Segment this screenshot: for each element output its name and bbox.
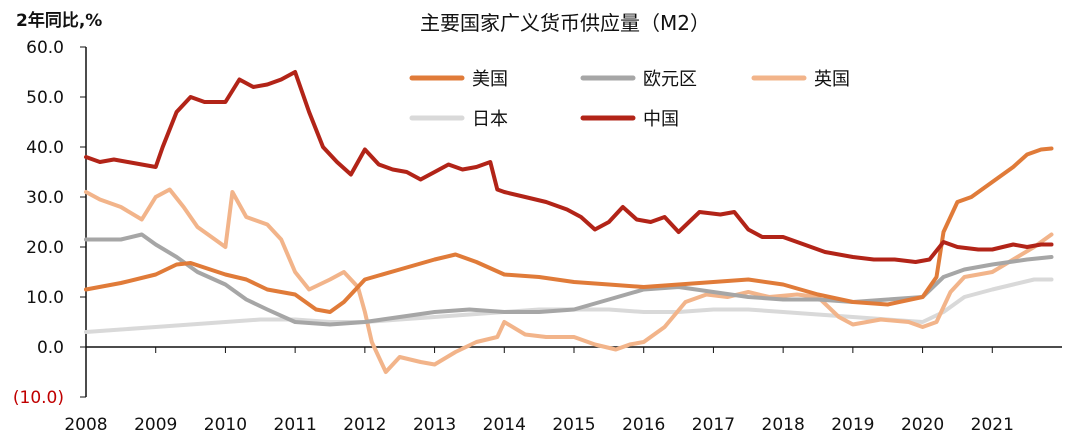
x-tick-label: 2014 — [483, 415, 526, 435]
x-tick-label: 2011 — [274, 415, 317, 435]
japan-m2-line — [84, 277, 1054, 334]
x-tick-label: 2016 — [622, 415, 665, 435]
x-tick-label: 2015 — [552, 415, 595, 435]
x-tick-label: 2009 — [134, 415, 177, 435]
legend-item-china: 中国 — [580, 109, 679, 130]
y-tick-label: 20.0 — [26, 238, 64, 258]
legend-label: 日本 — [472, 109, 508, 130]
x-tick-label: 2018 — [762, 415, 805, 435]
legend-label: 欧元区 — [643, 69, 697, 90]
y-tick-label: 30.0 — [26, 188, 64, 208]
legend-item-euro: 欧元区 — [580, 69, 697, 90]
x-axis-ticks: 2008 2009 2010 2011 2012 2013 2014 2015 2016 2017… — [64, 347, 1014, 435]
y-tick-label: 60.0 — [26, 38, 64, 58]
x-tick-label: 2012 — [343, 415, 386, 435]
y-tick-label: 40.0 — [26, 138, 64, 158]
y-tick-label: 50.0 — [26, 88, 64, 108]
x-tick-label: 2008 — [64, 415, 107, 435]
x-tick-label: 2010 — [204, 415, 247, 435]
china-m2-line — [84, 70, 1054, 264]
chart-title: 主要国家广义货币供应量（M2） — [420, 11, 710, 35]
x-tick-label: 2021 — [971, 415, 1014, 435]
legend-item-uk: 英国 — [751, 69, 850, 90]
legend-item-japan: 日本 — [409, 109, 508, 130]
legend-label: 英国 — [814, 69, 850, 90]
x-tick-label: 2013 — [413, 415, 456, 435]
y-tick-label: (10.0) — [13, 388, 64, 408]
y-axis-ticks: 60.0 50.0 40.0 30.0 20.0 10.0 0.0 (10.0) — [13, 38, 86, 408]
uk-m2-line — [84, 187, 1054, 374]
legend-label: 美国 — [472, 69, 508, 90]
series-lines — [84, 70, 1054, 374]
legend-item-us: 美国 — [409, 69, 508, 90]
y-tick-label: 0.0 — [37, 338, 64, 358]
y-axis-unit-label: 2年同比,% — [16, 10, 102, 31]
us-m2-line — [84, 146, 1054, 314]
x-tick-label: 2017 — [692, 415, 735, 435]
x-tick-label: 2020 — [901, 415, 944, 435]
x-tick-label: 2019 — [831, 415, 874, 435]
y-tick-label: 10.0 — [26, 288, 64, 308]
legend-label: 中国 — [643, 109, 679, 130]
